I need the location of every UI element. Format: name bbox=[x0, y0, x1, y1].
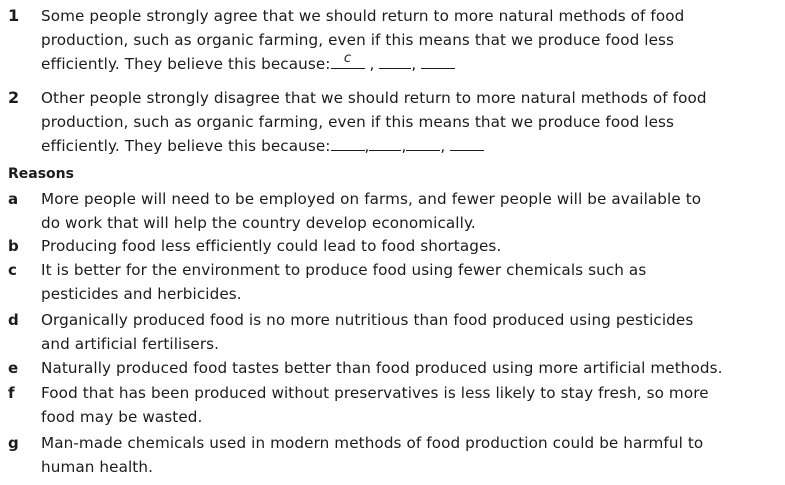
reason-line: do work that will help the country devel… bbox=[41, 214, 476, 232]
question-text: Other people strongly disagree that we s… bbox=[41, 86, 781, 158]
answer-blank[interactable] bbox=[421, 52, 456, 69]
reason-line: Food that has been produced without pres… bbox=[41, 384, 709, 402]
reason-b: b Producing food less efficiently could … bbox=[8, 234, 783, 258]
reason-line: Man-made chemicals used in modern method… bbox=[41, 434, 704, 452]
reason-d: d Organically produced food is no more n… bbox=[8, 308, 783, 356]
reason-text: Producing food less efficiently could le… bbox=[41, 234, 781, 258]
answer-blank[interactable] bbox=[450, 134, 485, 151]
question-2: 2 Other people strongly disagree that we… bbox=[8, 86, 783, 158]
reason-line: It is better for the environment to prod… bbox=[41, 261, 647, 279]
reason-letter: e bbox=[8, 359, 19, 377]
question-line-prefix: efficiently. They believe this because: bbox=[41, 137, 331, 155]
reason-letter: g bbox=[8, 434, 19, 452]
reason-text: Food that has been produced without pres… bbox=[41, 381, 781, 429]
reason-text: It is better for the environment to prod… bbox=[41, 258, 781, 306]
question-line: Some people strongly agree that we shoul… bbox=[41, 7, 685, 25]
reason-e: e Naturally produced food tastes better … bbox=[8, 356, 783, 380]
answer-value: c bbox=[343, 51, 352, 66]
reason-line: pesticides and herbicides. bbox=[41, 285, 242, 303]
question-1: 1 Some people strongly agree that we sho… bbox=[8, 4, 783, 76]
reason-letter: b bbox=[8, 237, 19, 255]
reasons-heading: Reasons bbox=[8, 166, 74, 182]
answer-blank[interactable]: c bbox=[330, 51, 365, 69]
reason-line: human health. bbox=[41, 458, 154, 476]
answer-blank[interactable] bbox=[369, 134, 402, 151]
answer-blank[interactable] bbox=[379, 52, 412, 69]
reason-line: Producing food less efficiently could le… bbox=[41, 237, 502, 255]
question-line: Other people strongly disagree that we s… bbox=[41, 89, 707, 107]
answer-blank[interactable] bbox=[330, 134, 365, 151]
question-line-prefix: efficiently. They believe this because: bbox=[41, 55, 331, 73]
reason-line: food may be wasted. bbox=[41, 408, 203, 426]
reason-line: More people will need to be employed on … bbox=[41, 190, 702, 208]
reason-f: f Food that has been produced without pr… bbox=[8, 381, 783, 429]
reason-letter: c bbox=[8, 261, 17, 279]
question-number: 2 bbox=[8, 88, 20, 107]
reason-text: Organically produced food is no more nut… bbox=[41, 308, 781, 356]
question-line: efficiently. They believe this because: c… bbox=[41, 51, 781, 76]
answer-blank[interactable] bbox=[406, 134, 441, 151]
reason-c: c It is better for the environment to pr… bbox=[8, 258, 783, 306]
reason-letter: f bbox=[8, 384, 15, 402]
question-number: 1 bbox=[8, 6, 20, 25]
reason-text: Man-made chemicals used in modern method… bbox=[41, 431, 781, 479]
question-line: production, such as organic farming, eve… bbox=[41, 31, 675, 49]
reason-text: More people will need to be employed on … bbox=[41, 187, 781, 235]
question-line: efficiently. They believe this because:,… bbox=[41, 134, 781, 158]
question-line: production, such as organic farming, eve… bbox=[41, 113, 675, 131]
reason-line: Naturally produced food tastes better th… bbox=[41, 359, 723, 377]
reason-line: and artificial fertilisers. bbox=[41, 335, 220, 353]
reason-letter: a bbox=[8, 190, 19, 208]
question-text: Some people strongly agree that we shoul… bbox=[41, 4, 781, 76]
reason-g: g Man-made chemicals used in modern meth… bbox=[8, 431, 783, 479]
reason-a: a More people will need to be employed o… bbox=[8, 187, 783, 235]
reason-letter: d bbox=[8, 311, 19, 329]
reason-text: Naturally produced food tastes better th… bbox=[41, 356, 781, 380]
reason-line: Organically produced food is no more nut… bbox=[41, 311, 694, 329]
